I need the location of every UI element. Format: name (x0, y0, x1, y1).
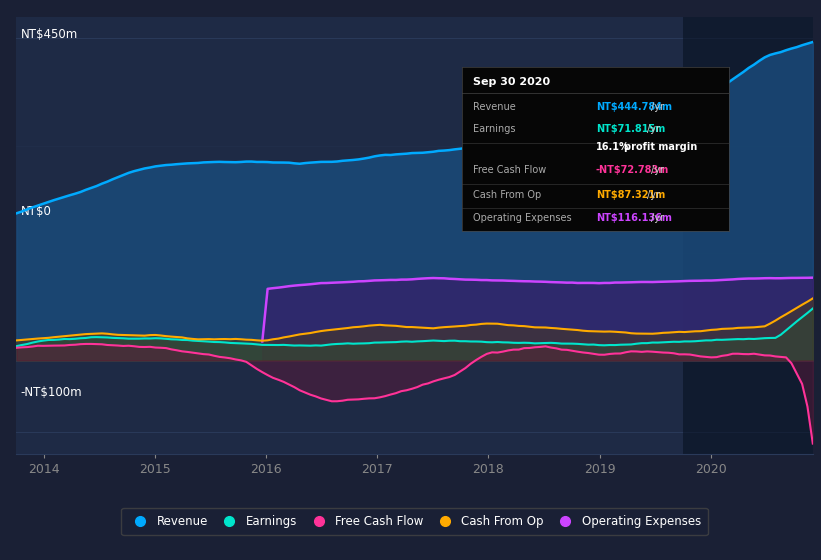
Legend: Revenue, Earnings, Free Cash Flow, Cash From Op, Operating Expenses: Revenue, Earnings, Free Cash Flow, Cash … (122, 508, 708, 535)
Text: 16.1%: 16.1% (596, 142, 630, 152)
Text: NT$87.321m: NT$87.321m (596, 190, 665, 200)
Text: NT$0: NT$0 (21, 204, 51, 218)
Text: Revenue: Revenue (473, 101, 516, 111)
Text: NT$116.136m: NT$116.136m (596, 213, 672, 223)
Text: NT$71.815m: NT$71.815m (596, 124, 665, 134)
Text: /yr: /yr (651, 101, 664, 111)
Text: NT$444.784m: NT$444.784m (596, 101, 672, 111)
Text: profit margin: profit margin (624, 142, 697, 152)
Text: Sep 30 2020: Sep 30 2020 (473, 77, 550, 87)
Text: -NT$72.783m: -NT$72.783m (596, 165, 669, 175)
Text: Earnings: Earnings (473, 124, 516, 134)
Text: /yr: /yr (651, 213, 664, 223)
Text: /yr: /yr (651, 165, 664, 175)
Text: NT$450m: NT$450m (21, 28, 78, 41)
Text: Cash From Op: Cash From Op (473, 190, 541, 200)
Text: -NT$100m: -NT$100m (21, 386, 82, 399)
Text: Free Cash Flow: Free Cash Flow (473, 165, 546, 175)
Bar (683, 17, 813, 454)
Text: /yr: /yr (646, 190, 659, 200)
Text: /yr: /yr (646, 124, 659, 134)
Text: Operating Expenses: Operating Expenses (473, 213, 571, 223)
